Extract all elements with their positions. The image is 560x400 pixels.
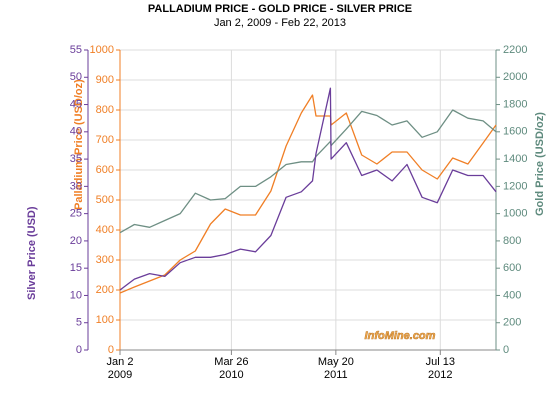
y2-tick-label: 1600 bbox=[503, 126, 527, 138]
y-tick-label: 400 bbox=[96, 224, 114, 236]
x-tick-label: 2009 bbox=[108, 369, 132, 381]
y2-tick-label: 400 bbox=[503, 289, 521, 301]
series-line bbox=[119, 94, 497, 294]
y-axis-label: Palladium Price (USD/oz) bbox=[73, 79, 85, 210]
watermark: InfoMine.com bbox=[365, 330, 436, 342]
y3-tick-label: 20 bbox=[70, 235, 82, 247]
y-tick-label: 1000 bbox=[90, 44, 114, 56]
y-tick-label: 200 bbox=[96, 284, 114, 296]
y3-tick-label: 25 bbox=[70, 208, 82, 220]
y2-tick-label: 1800 bbox=[503, 98, 527, 110]
y-tick-label: 0 bbox=[108, 344, 114, 356]
y2-tick-label: 1200 bbox=[503, 180, 527, 192]
y3-axis-label: Silver Price (USD) bbox=[26, 206, 38, 300]
x-tick-label: Jul 13 bbox=[426, 356, 455, 368]
y-tick-label: 800 bbox=[96, 104, 114, 116]
y-tick-label: 100 bbox=[96, 314, 114, 326]
y-tick-label: 700 bbox=[96, 134, 114, 146]
y3-tick-label: 5 bbox=[76, 317, 82, 329]
y3-tick-label: 50 bbox=[70, 71, 82, 83]
y3-tick-label: 55 bbox=[70, 44, 82, 56]
y2-tick-label: 2000 bbox=[503, 71, 527, 83]
x-tick-label: 2010 bbox=[219, 369, 243, 381]
x-tick-label: Mar 26 bbox=[214, 356, 248, 368]
y2-axis-label: Gold Price (USD/oz) bbox=[534, 112, 546, 216]
y3-tick-label: 15 bbox=[70, 262, 82, 274]
series-line bbox=[119, 109, 497, 234]
y-tick-label: 300 bbox=[96, 254, 114, 266]
x-tick-label: 2012 bbox=[428, 369, 452, 381]
y-tick-label: 500 bbox=[96, 194, 114, 206]
y3-tick-label: 40 bbox=[70, 126, 82, 138]
y2-tick-label: 800 bbox=[503, 235, 521, 247]
y2-tick-label: 1400 bbox=[503, 153, 527, 165]
y2-tick-label: 600 bbox=[503, 262, 521, 274]
y3-tick-label: 45 bbox=[70, 98, 82, 110]
chart-title: PALLADIUM PRICE - GOLD PRICE - SILVER PR… bbox=[148, 3, 412, 15]
x-tick-label: Jan 2 bbox=[107, 356, 134, 368]
y2-tick-label: 0 bbox=[503, 344, 509, 356]
y3-tick-label: 0 bbox=[76, 344, 82, 356]
y-tick-label: 600 bbox=[96, 164, 114, 176]
chart-subtitle: Jan 2, 2009 - Feb 22, 2013 bbox=[214, 17, 346, 29]
y3-tick-label: 30 bbox=[70, 180, 82, 192]
series-line bbox=[119, 87, 497, 291]
x-tick-label: May 20 bbox=[318, 356, 354, 368]
y-tick-label: 900 bbox=[96, 74, 114, 86]
y2-tick-label: 200 bbox=[503, 317, 521, 329]
y3-tick-label: 35 bbox=[70, 153, 82, 165]
y2-tick-label: 2200 bbox=[503, 44, 527, 56]
y2-tick-label: 1000 bbox=[503, 208, 527, 220]
x-tick-label: 2011 bbox=[324, 369, 348, 381]
y3-tick-label: 10 bbox=[70, 289, 82, 301]
